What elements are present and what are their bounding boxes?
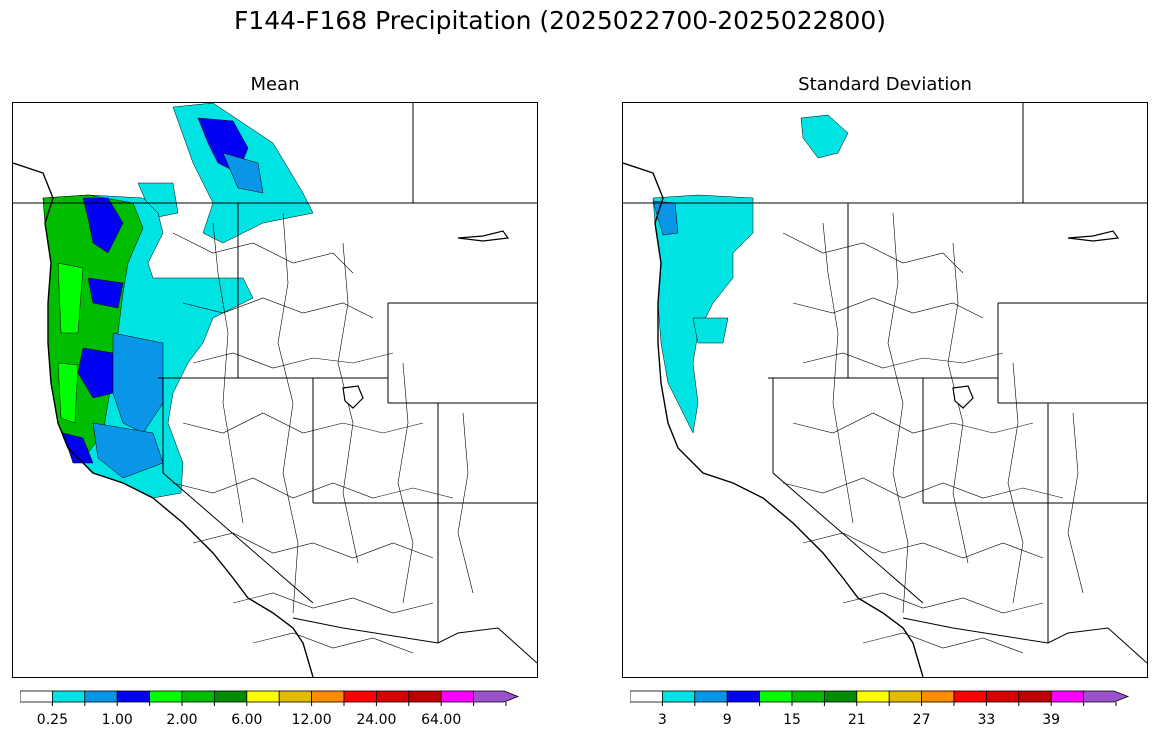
mean-map-svg: [13, 103, 537, 677]
stddev-map-svg: [623, 103, 1147, 677]
colorbar-segment: [888, 690, 923, 703]
colorbar-tick-label: 0.25: [36, 712, 68, 728]
mean-basin-lines: [172, 212, 474, 654]
colorbar-tick-label: 1.00: [101, 712, 133, 728]
colorbar-tick-label: 12.00: [291, 712, 332, 728]
colorbar-segment: [278, 690, 313, 703]
colorbar-segment: [1018, 690, 1052, 703]
colorbar-segment: [116, 690, 150, 703]
colorbar-segment: [921, 690, 955, 703]
figure-title: F144-F168 Precipitation (2025022700-2025…: [233, 6, 886, 35]
colorbar-segment: [84, 690, 118, 703]
colorbar-tick-label: 39: [1042, 712, 1061, 728]
stddev-panel-title: Standard Deviation: [798, 74, 972, 95]
colorbar-segment: [311, 690, 345, 703]
mean-borders: [13, 103, 537, 664]
colorbar-segment: [52, 690, 86, 703]
mean-coastline: [13, 162, 314, 677]
colorbar-segment: [149, 690, 183, 703]
stddev-basin-lines: [782, 212, 1084, 654]
colorbar-tick-label: 64.00: [421, 712, 462, 728]
colorbar-segment: [662, 690, 696, 703]
colorbar-segment: [759, 690, 793, 703]
mean-great-salt-lake: [342, 385, 364, 409]
colorbar-segment: [19, 690, 53, 703]
colorbar-segment: [1083, 690, 1130, 703]
colorbar-segment: [823, 690, 858, 703]
colorbar-tick-label: 2.00: [166, 712, 198, 728]
mean-precip-shading: [42, 103, 314, 499]
mean-panel-title: Mean: [250, 74, 300, 95]
colorbar-segment: [694, 690, 728, 703]
stddev-great-salt-lake: [952, 385, 974, 409]
colorbar-segment: [473, 690, 520, 703]
stddev-colorbar-svg: [629, 690, 1130, 706]
colorbar-tick-label: 9: [722, 712, 732, 728]
mean-fort-peck-lake: [457, 230, 510, 242]
colorbar-segment: [440, 690, 475, 703]
colorbar-tick-label: 21: [847, 712, 866, 728]
stddev-borders: [623, 103, 1147, 664]
colorbar-segment: [726, 690, 760, 703]
colorbar-segment: [985, 690, 1020, 703]
colorbar-segment: [343, 690, 377, 703]
colorbar-segment: [856, 690, 890, 703]
colorbar-tick-label: 6.00: [231, 712, 263, 728]
stddev-coastline: [623, 162, 924, 677]
stddev-map: [622, 102, 1148, 678]
stddev-colorbar: 3 9 15 21 27 33 39: [629, 690, 1142, 728]
mean-map: [12, 102, 538, 678]
colorbar-segment: [375, 690, 410, 703]
colorbar-tick-label: 27: [912, 712, 931, 728]
colorbar-segment: [246, 690, 280, 703]
mean-colorbar: 0.25 1.00 2.00 6.00 12.00 24.00 64.00: [19, 690, 532, 728]
colorbar-segment: [408, 690, 442, 703]
colorbar-segment: [953, 690, 987, 703]
colorbar-segment: [1050, 690, 1085, 703]
colorbar-segment: [181, 690, 215, 703]
colorbar-tick-label: 24.00: [356, 712, 397, 728]
colorbar-tick-label: 3: [657, 712, 667, 728]
mean-colorbar-svg: [19, 690, 520, 706]
colorbar-segment: [629, 690, 663, 703]
colorbar-tick-label: 33: [977, 712, 996, 728]
stddev-precip-shading: [652, 114, 849, 434]
colorbar-tick-label: 15: [783, 712, 801, 728]
colorbar-segment: [791, 690, 825, 703]
stddev-fort-peck-lake: [1067, 230, 1120, 242]
colorbar-segment: [213, 690, 248, 703]
